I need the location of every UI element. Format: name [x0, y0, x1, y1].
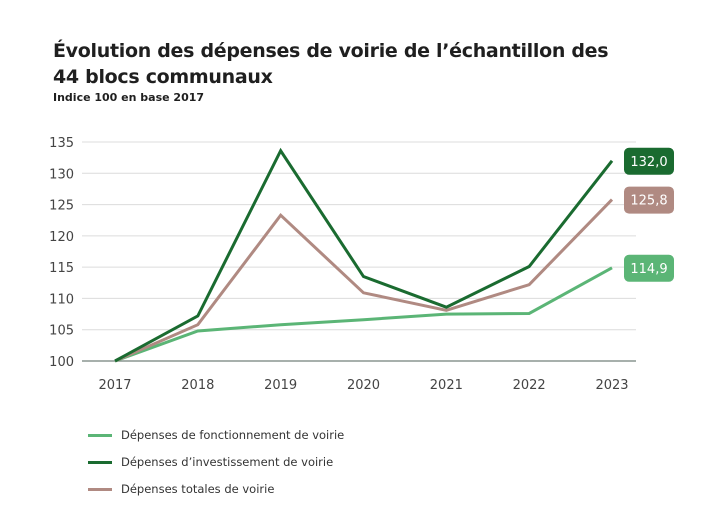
y-tick-label: 125 [49, 199, 74, 214]
end-label-badge [624, 147, 674, 175]
end-label-badge [624, 186, 674, 214]
legend-swatch [88, 460, 112, 464]
legend-swatch [88, 487, 112, 491]
x-tick-label: 2019 [264, 378, 297, 393]
y-tick-label: 100 [49, 355, 74, 370]
end-label: 125,8 [630, 194, 667, 209]
x-tick-label: 2022 [513, 378, 546, 393]
legend-label: Dépenses de fonctionnement de voirie [121, 428, 345, 442]
legend-swatch [88, 433, 112, 437]
x-tick-label: 2017 [98, 378, 131, 393]
y-tick-label: 110 [49, 292, 74, 307]
series-line-2 [114, 198, 614, 363]
y-tick-label: 135 [49, 136, 74, 151]
x-tick-label: 2020 [347, 378, 380, 393]
end-label: 132,0 [630, 155, 667, 170]
chart-title: Évolution des dépenses de voirie de l’éc… [53, 40, 609, 88]
legend-item: Dépenses d’investissement de voirie [88, 455, 333, 469]
legend-label: Dépenses totales de voirie [121, 482, 275, 496]
legend-label: Dépenses d’investissement de voirie [121, 455, 334, 469]
chart-subtitle: Indice 100 en base 2017 [53, 91, 205, 104]
x-tick-label: 2023 [595, 378, 628, 393]
y-tick-label: 120 [49, 230, 74, 245]
y-tick-label: 105 [49, 324, 74, 339]
x-tick-label: 2021 [430, 378, 463, 393]
end-label-badge [624, 254, 674, 282]
series-line-0 [114, 266, 613, 363]
y-tick-label: 115 [49, 261, 74, 276]
x-tick-label: 2018 [181, 378, 214, 393]
legend-item: Dépenses totales de voirie [88, 482, 274, 496]
end-label: 114,9 [630, 262, 667, 277]
legend-item: Dépenses de fonctionnement de voirie [88, 428, 344, 442]
y-tick-label: 130 [49, 167, 74, 182]
